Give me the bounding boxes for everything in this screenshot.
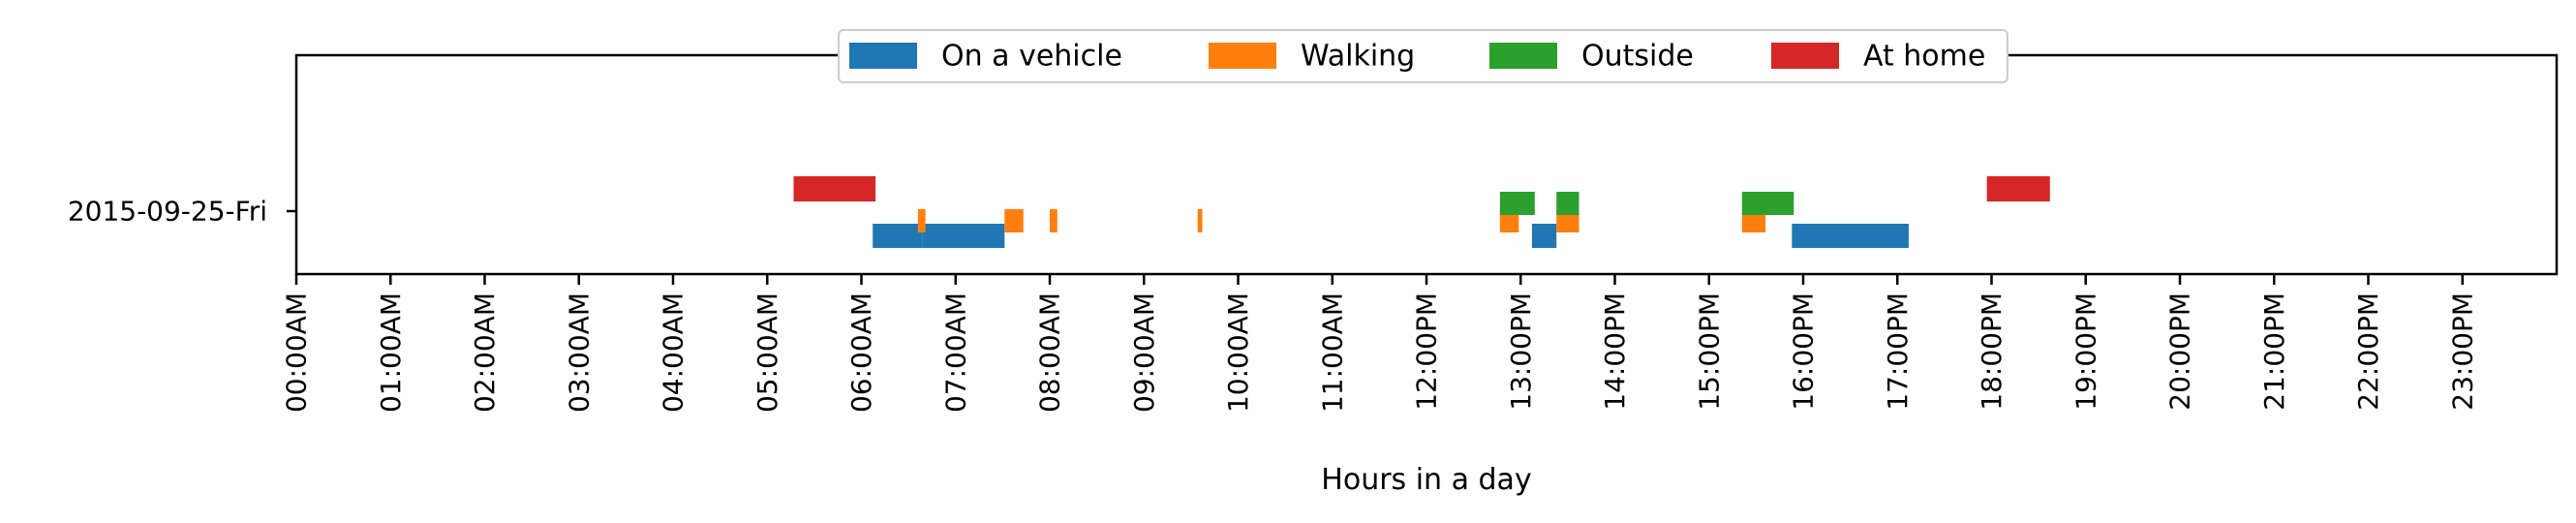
- x-tick-label: 07:00AM: [939, 292, 971, 413]
- bars-layer: [793, 176, 2050, 248]
- legend-frame: [838, 29, 2009, 83]
- x-axis: 00:00AM 01:00AM 02:00AM 03:00AM 04:00AM 05:00…: [281, 274, 2478, 413]
- bar-outside: [1499, 192, 1535, 215]
- bar-at-home: [793, 176, 876, 201]
- bar-on-a-vehicle: [873, 224, 923, 248]
- x-tick-label: 01:00AM: [375, 292, 407, 413]
- x-tick-label: 19:00PM: [2070, 292, 2101, 411]
- bar-outside: [1556, 192, 1579, 215]
- x-axis-label: Hours in a day: [1321, 463, 1531, 497]
- legend-label-walking: Walking: [1301, 40, 1415, 74]
- bar-at-home: [1986, 176, 2050, 201]
- x-tick-label: 11:00AM: [1316, 292, 1348, 413]
- x-tick-label: 04:00AM: [658, 292, 690, 413]
- y-tick-label: 2015-09-25-Fri: [68, 196, 267, 228]
- legend: On a vehicle Walking Outside At home: [838, 29, 2009, 83]
- x-tick-label: 00:00AM: [281, 292, 313, 413]
- x-tick-label: 15:00PM: [1693, 292, 1725, 411]
- legend-label-outside: Outside: [1581, 40, 1694, 74]
- x-tick-label: 08:00AM: [1034, 292, 1066, 413]
- x-tick-label: 02:00AM: [469, 292, 501, 413]
- legend-swatch-at-home: [1771, 43, 1839, 69]
- x-tick-label: 23:00PM: [2446, 292, 2478, 411]
- x-tick-label: 16:00PM: [1788, 292, 1820, 411]
- x-tick-label: 12:00PM: [1411, 292, 1443, 411]
- x-tick-label: 09:00AM: [1128, 292, 1160, 413]
- bar-walking: [1050, 209, 1058, 232]
- bar-walking: [917, 209, 926, 232]
- bar-on-a-vehicle: [1792, 224, 1909, 248]
- x-tick-label: 05:00AM: [751, 292, 783, 413]
- bar-on-a-vehicle: [1531, 224, 1557, 248]
- legend-label-on-a-vehicle: On a vehicle: [941, 40, 1122, 74]
- legend-swatch-outside: [1489, 43, 1557, 69]
- bar-walking: [1197, 209, 1203, 232]
- y-axis: 2015-09-25-Fri: [68, 196, 296, 228]
- x-tick-label: 03:00AM: [563, 292, 595, 413]
- x-tick-label: 17:00PM: [1882, 292, 1914, 411]
- bar-on-a-vehicle: [922, 224, 1005, 248]
- legend-label-at-home: At home: [1863, 40, 1985, 74]
- bar-walking: [1004, 209, 1024, 232]
- x-tick-label: 18:00PM: [1976, 292, 2008, 411]
- x-tick-label: 22:00PM: [2352, 292, 2384, 411]
- x-tick-label: 13:00PM: [1505, 292, 1537, 411]
- x-tick-label: 14:00PM: [1599, 292, 1631, 411]
- legend-swatch-walking: [1209, 43, 1276, 69]
- legend-swatch-on-a-vehicle: [849, 43, 917, 69]
- x-tick-label: 20:00PM: [2164, 292, 2196, 411]
- x-tick-label: 06:00AM: [845, 292, 877, 413]
- bar-outside: [1741, 192, 1794, 215]
- x-tick-label: 21:00PM: [2258, 292, 2290, 411]
- x-tick-label: 10:00AM: [1222, 292, 1254, 413]
